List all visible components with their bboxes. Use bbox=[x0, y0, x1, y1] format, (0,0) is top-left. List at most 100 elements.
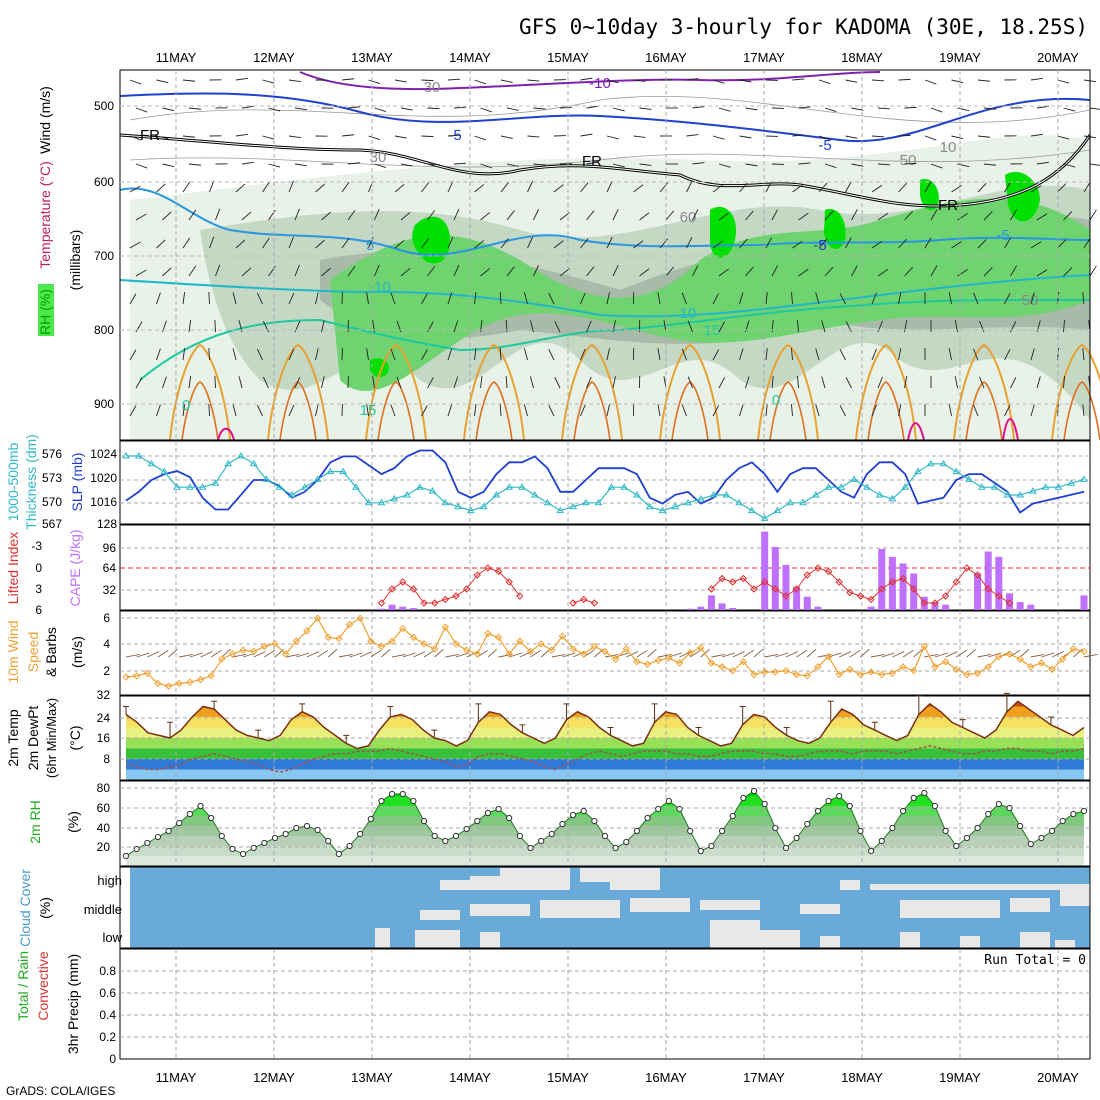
cape-bar bbox=[888, 556, 896, 610]
wind-speed-marker bbox=[505, 650, 513, 658]
wind-barb bbox=[368, 79, 381, 84]
wind-barb bbox=[506, 210, 515, 221]
cape-bar bbox=[771, 546, 779, 610]
thickness-marker bbox=[352, 483, 360, 490]
wind-barb bbox=[523, 404, 528, 417]
rh-marker bbox=[186, 810, 193, 818]
rh-marker bbox=[346, 842, 353, 850]
rh-marker bbox=[538, 837, 545, 845]
wind-speed-marker bbox=[633, 658, 641, 666]
wind-barb bbox=[845, 377, 852, 389]
wind-speed-marker bbox=[771, 668, 780, 676]
wind-barb bbox=[188, 376, 192, 389]
wind-barb bbox=[162, 211, 172, 221]
wind-barb bbox=[480, 268, 491, 277]
thickness-marker bbox=[926, 459, 935, 467]
wind-barb bbox=[506, 266, 515, 277]
rh-marker bbox=[868, 847, 875, 855]
rh-marker bbox=[399, 790, 406, 798]
wind-speed-marker bbox=[643, 660, 652, 668]
wind-barb bbox=[268, 163, 281, 168]
wind-speed-marker bbox=[239, 646, 247, 654]
rh-marker bbox=[687, 827, 694, 835]
temp-label-b: 2m DewPt bbox=[25, 706, 41, 771]
contour-label: 50 bbox=[1022, 292, 1039, 309]
contour-label: -10 bbox=[369, 279, 391, 296]
thickness-marker bbox=[645, 502, 654, 510]
wind-barb bbox=[1057, 135, 1070, 140]
cape-tick: 64 bbox=[103, 561, 117, 575]
wind-barb bbox=[712, 293, 720, 305]
cloud-patch bbox=[1020, 932, 1050, 948]
thickness-marker bbox=[1080, 475, 1088, 482]
wind-barb bbox=[129, 405, 137, 417]
cloud-patch bbox=[900, 932, 920, 948]
rh-marker bbox=[335, 850, 342, 858]
wind-barb bbox=[156, 135, 169, 140]
run-total: Run Total = 0 bbox=[984, 953, 1086, 968]
thickness-marker bbox=[748, 506, 756, 514]
wind-speed-marker bbox=[739, 658, 748, 666]
wind-barb bbox=[633, 240, 644, 249]
wind-speed-marker bbox=[835, 670, 843, 679]
wind-barb bbox=[1036, 213, 1048, 221]
wind-speed-marker bbox=[611, 655, 620, 663]
rh-band bbox=[126, 846, 1084, 856]
wind-barb bbox=[480, 376, 483, 389]
thickness-marker bbox=[160, 467, 169, 475]
thickness-marker bbox=[262, 475, 271, 482]
wind-barb bbox=[612, 107, 625, 112]
wind-barb-10m bbox=[168, 648, 178, 658]
wind-barb bbox=[214, 319, 216, 333]
wind-barb bbox=[1030, 133, 1043, 137]
wind-barb bbox=[1089, 265, 1097, 277]
dewpoint-line bbox=[125, 745, 1085, 773]
wind-barb bbox=[129, 185, 141, 193]
wind-barb-10m bbox=[647, 648, 657, 658]
cape-bar bbox=[718, 603, 726, 610]
wind-barb-10m bbox=[838, 651, 852, 658]
date-label-top: 13MAY bbox=[351, 50, 393, 65]
temp-tick: 16 bbox=[97, 731, 111, 745]
contour-label: 10 bbox=[680, 305, 697, 322]
wind-barb bbox=[1030, 241, 1042, 249]
temp-band bbox=[126, 717, 1084, 728]
wind-barb bbox=[188, 320, 192, 333]
wind-barb bbox=[294, 208, 300, 221]
thickness-marker bbox=[543, 498, 552, 506]
wind-barb bbox=[453, 208, 460, 221]
temp-contour-20 bbox=[1051, 343, 1100, 441]
wind-barb-10m bbox=[796, 649, 808, 658]
wind-barb bbox=[135, 163, 148, 169]
wind-barb bbox=[951, 135, 964, 140]
temp2m-panel: 32 24 16 8 2m Temp 2m DewPt (6hr Min/Max) (°C) bbox=[5, 688, 1091, 781]
wind-speed-marker bbox=[399, 624, 407, 633]
wind-barb bbox=[447, 236, 454, 249]
wind-barb bbox=[553, 184, 564, 193]
cape-bar bbox=[1016, 602, 1024, 610]
wind-speed-marker bbox=[175, 679, 183, 688]
cloud-patch bbox=[960, 936, 980, 948]
cloud-patch bbox=[820, 936, 840, 948]
wind-barb bbox=[390, 404, 396, 417]
wind-barb bbox=[209, 180, 215, 193]
wind-barb bbox=[288, 404, 295, 417]
li-marker bbox=[909, 585, 918, 593]
wind-barb bbox=[394, 183, 405, 193]
wind-barb bbox=[686, 78, 699, 81]
thickness-marker bbox=[875, 491, 884, 498]
wind-speed-marker bbox=[409, 633, 418, 642]
wind-barb bbox=[845, 135, 858, 139]
wind-barb bbox=[480, 107, 492, 113]
thickness-marker bbox=[211, 479, 220, 486]
li-marker bbox=[973, 571, 982, 579]
wind-barb bbox=[1057, 79, 1070, 84]
wind-barb bbox=[639, 268, 650, 277]
wind-speed-marker bbox=[867, 668, 875, 676]
wind-speed-marker bbox=[1059, 655, 1067, 663]
wind-barb-10m bbox=[359, 651, 373, 658]
thickness-marker bbox=[326, 467, 335, 475]
cloud-patch bbox=[540, 900, 620, 918]
wind-barb bbox=[739, 182, 748, 193]
wind-barb-10m bbox=[189, 652, 203, 658]
